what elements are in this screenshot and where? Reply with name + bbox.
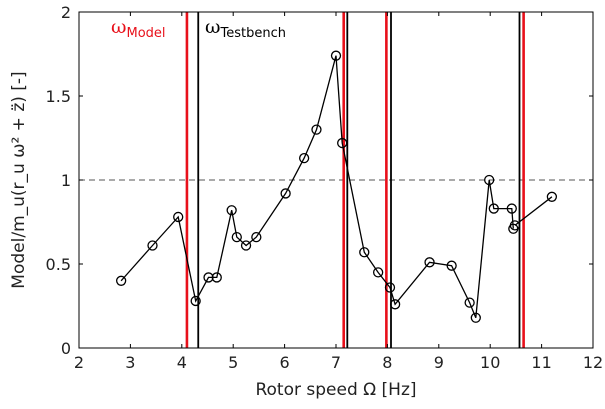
data-point-22 <box>470 312 481 323</box>
plot-area: 2 3 4 5 6 7 8 9 10 11 12 0 0.5 1 1.5 2 <box>46 3 604 372</box>
y-tick-label-1: 1 <box>61 171 71 190</box>
series-line-0 <box>120 55 553 319</box>
x-tick-label-10: 10 <box>480 353 500 372</box>
data-point-12 <box>311 124 322 135</box>
legend-model-subscript: Model <box>127 26 166 41</box>
data-point-21 <box>464 297 475 308</box>
x-tick-label-12: 12 <box>583 353 603 372</box>
x-tick-label-11: 11 <box>531 353 551 372</box>
x-tick-label-2: 2 <box>74 353 84 372</box>
data-point-18 <box>389 299 401 310</box>
x-tick-label-9: 9 <box>434 353 444 372</box>
legend-testbench-label: ωTestbench <box>205 16 286 41</box>
y-tick-label-1.5: 1.5 <box>46 87 71 106</box>
x-tick-label-5: 5 <box>228 353 238 372</box>
data-point-15 <box>359 247 370 258</box>
data-point-3 <box>190 295 201 307</box>
legend-testbench-subscript: Testbench <box>220 26 286 41</box>
data-point-10 <box>280 188 291 199</box>
data-point-20 <box>446 260 457 271</box>
data-point-0 <box>115 275 127 286</box>
data-point-9 <box>251 231 262 243</box>
data-point-25 <box>506 203 517 214</box>
data-point-13 <box>330 50 342 61</box>
y-axis-label: Model/m_u(r_u ω² + z̈) [-] <box>9 71 29 288</box>
data-point-27 <box>509 220 521 231</box>
data-point-14 <box>337 137 348 149</box>
legend-testbench-symbol: ω <box>205 16 221 38</box>
legend-model-label: ωModel <box>111 16 166 41</box>
y-tick-label-0: 0 <box>61 339 71 358</box>
x-axis-label: Rotor speed Ω [Hz] <box>255 380 416 400</box>
data-point-11 <box>298 153 310 164</box>
data-point-16 <box>372 267 384 278</box>
data-point-7 <box>231 231 242 243</box>
data-point-17 <box>384 282 396 293</box>
x-tick-label-8: 8 <box>382 353 392 372</box>
data-point-5 <box>211 272 222 283</box>
data-point-28 <box>546 191 558 202</box>
data-point-23 <box>484 174 495 186</box>
x-tick-label-3: 3 <box>125 353 135 372</box>
data-point-1 <box>147 240 158 251</box>
x-tick-label-4: 4 <box>177 353 187 372</box>
data-point-19 <box>424 257 435 268</box>
x-tick-label-7: 7 <box>331 353 341 372</box>
data-point-24 <box>488 203 499 214</box>
y-tick-label-0.5: 0.5 <box>46 255 71 274</box>
data-point-4 <box>203 272 214 283</box>
data-point-8 <box>240 240 252 251</box>
data-point-2 <box>173 211 184 223</box>
legend-model-symbol: ω <box>111 16 127 38</box>
x-tick-label-6: 6 <box>280 353 290 372</box>
y-tick-label-2: 2 <box>61 3 71 22</box>
data-point-6 <box>226 205 237 216</box>
